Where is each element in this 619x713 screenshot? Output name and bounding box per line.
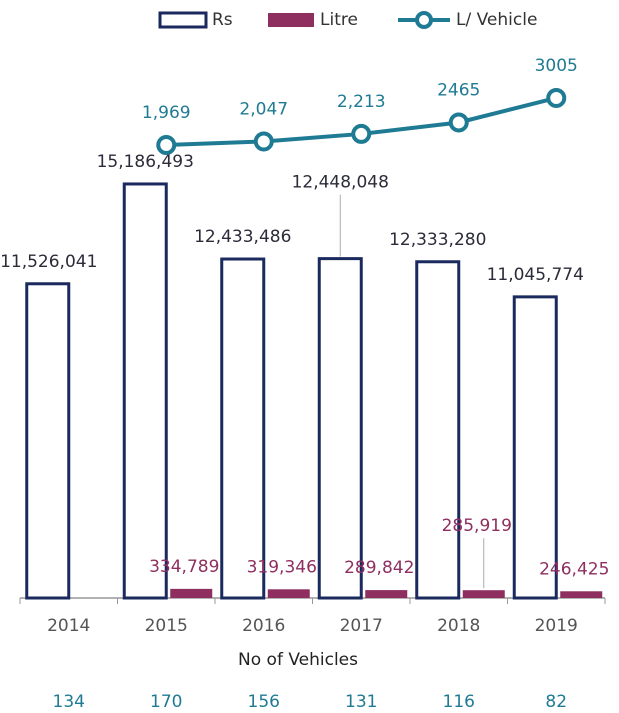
legend-label: Litre [320,10,358,30]
vehicle-count: 82 [545,692,567,712]
bar [170,588,213,598]
legend-label: Rs [212,10,233,30]
data-label: 15,186,493 [97,152,194,172]
bar [122,182,168,600]
legend-marker [415,11,433,29]
x-tick-label: 2018 [437,616,480,636]
data-label: 319,346 [247,557,317,577]
data-label: 2,047 [239,99,288,119]
vehicle-count: 134 [53,692,85,712]
point [351,123,372,144]
data-label: 11,526,041 [0,252,97,272]
point [156,135,177,156]
x-tick-label: 2014 [47,616,90,636]
bar [560,591,603,598]
data-label: 285,919 [442,516,512,536]
bar [512,295,558,600]
vehicles-label: No of Vehicles [238,650,358,670]
data-label: 2465 [437,80,480,100]
x-tick-label: 2015 [145,616,188,636]
data-label: 2,213 [337,92,386,112]
vehicle-count: 170 [150,692,182,712]
vehicle-count: 156 [248,692,280,712]
legend-label: L/ Vehicle [456,10,537,30]
bar [365,590,408,598]
bar [415,260,461,600]
data-label: 12,333,280 [389,230,486,250]
x-tick-label: 2016 [242,616,285,636]
data-label: 12,448,048 [292,173,389,193]
x-tick-label: 2017 [340,616,383,636]
bar [462,590,505,598]
bar [267,589,310,598]
vehicle-count: 131 [345,692,377,712]
data-label: 289,842 [344,558,414,578]
bar [317,257,363,600]
point [546,87,567,108]
data-label: 334,789 [149,557,219,577]
data-label: 3005 [535,56,578,76]
vehicle-count: 116 [443,692,475,712]
data-label: 246,425 [539,559,609,579]
bar [220,257,266,600]
bar [25,282,71,600]
x-tick-label: 2019 [535,616,578,636]
data-label: 11,045,774 [487,265,584,285]
data-label: 12,433,486 [194,227,291,247]
point [448,112,469,133]
legend-swatch [158,11,208,29]
legend-swatch [268,13,314,27]
point [253,131,274,152]
data-label: 1,969 [142,103,191,123]
